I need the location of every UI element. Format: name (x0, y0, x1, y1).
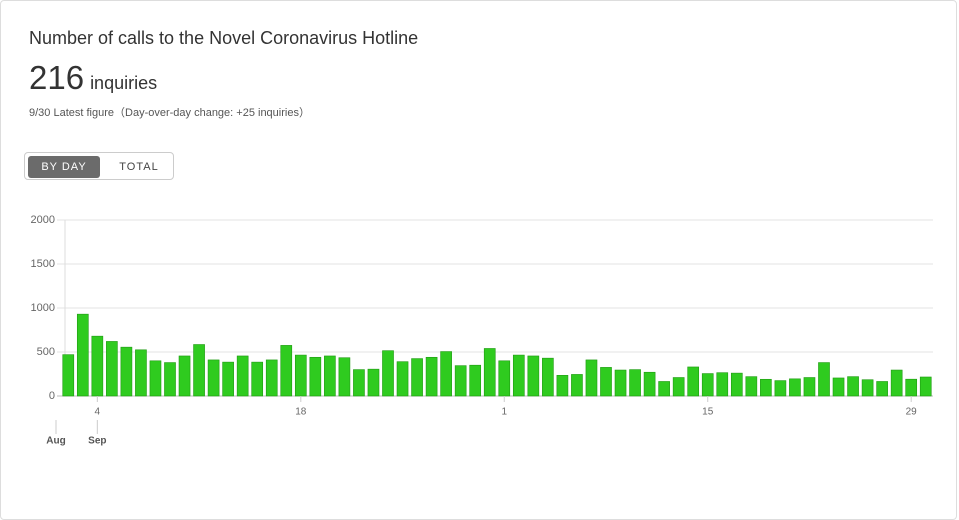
y-tick-label: 0 (49, 390, 55, 402)
x-tick-label: 18 (295, 407, 307, 418)
bar (571, 374, 583, 397)
bar (803, 377, 816, 397)
bar (498, 360, 511, 397)
toggle: BY DAY TOTAL (24, 152, 174, 180)
chart: 0 500 1000 1500 2000 4 18 1 15 29 Aug Sep (31, 214, 933, 447)
bar (353, 369, 365, 397)
bar (309, 356, 322, 397)
bar (236, 355, 249, 397)
x-tick-label: 4 (95, 407, 101, 418)
bar (62, 354, 75, 397)
bar (382, 350, 394, 397)
bar (600, 367, 612, 397)
bar (222, 361, 234, 397)
bar (687, 366, 700, 397)
bar (890, 369, 903, 397)
y-tick-label: 2000 (31, 214, 55, 226)
headline-value: 216 (29, 59, 85, 96)
bar (425, 356, 438, 397)
x-tick-label: 1 (501, 407, 507, 418)
bar (251, 361, 264, 397)
note: 9/30 Latest figure（Day-over-day change: … (29, 107, 310, 119)
title: Number of calls to the Novel Coronavirus… (29, 28, 419, 48)
bar (324, 355, 336, 397)
bar (861, 379, 874, 397)
bar (789, 378, 801, 397)
bar (396, 361, 409, 397)
bar (556, 375, 569, 397)
bar (585, 359, 598, 397)
bar (745, 376, 758, 397)
bar (265, 359, 278, 397)
bar (542, 357, 554, 397)
y-tick-label: 1500 (31, 258, 55, 270)
y-tick-label: 1000 (31, 302, 55, 314)
month-label: Sep (88, 436, 106, 447)
bar (701, 373, 714, 397)
headline: 216 inquiries (29, 59, 157, 97)
bar (91, 335, 104, 397)
bar (905, 378, 918, 397)
bar (672, 377, 685, 397)
bar (774, 380, 787, 397)
bar (367, 368, 380, 397)
toggle-button[interactable]: BY DAY (28, 156, 100, 178)
bar (440, 351, 452, 397)
bar (469, 364, 482, 397)
bar (178, 355, 191, 397)
bar (483, 348, 496, 397)
bar (527, 355, 540, 397)
headline-unit: inquiries (90, 73, 158, 93)
bar (411, 358, 423, 397)
bar (614, 369, 627, 397)
bar (76, 313, 89, 397)
bar (818, 362, 830, 397)
bar (658, 381, 670, 397)
bar (120, 346, 133, 397)
bar (760, 378, 772, 397)
x-tick-label: 15 (702, 407, 714, 418)
bar (629, 369, 641, 397)
bar (832, 377, 845, 397)
bar (847, 376, 859, 397)
bar (164, 362, 176, 397)
bar (280, 345, 293, 397)
bar (294, 354, 307, 397)
x-tick-label: 29 (906, 407, 918, 418)
bar (919, 376, 932, 397)
bar (338, 357, 351, 397)
bar (512, 354, 525, 397)
bar (454, 365, 467, 397)
toggle-button[interactable]: TOTAL (119, 161, 159, 173)
bar (643, 371, 656, 397)
bar (135, 349, 147, 397)
month-label: Aug (46, 436, 65, 447)
bar (716, 372, 729, 397)
bar (149, 360, 162, 397)
bar (207, 359, 220, 397)
bar (876, 381, 888, 397)
bar (106, 341, 118, 397)
y-tick-label: 500 (37, 346, 55, 358)
bar (730, 372, 743, 397)
bar (193, 344, 205, 397)
